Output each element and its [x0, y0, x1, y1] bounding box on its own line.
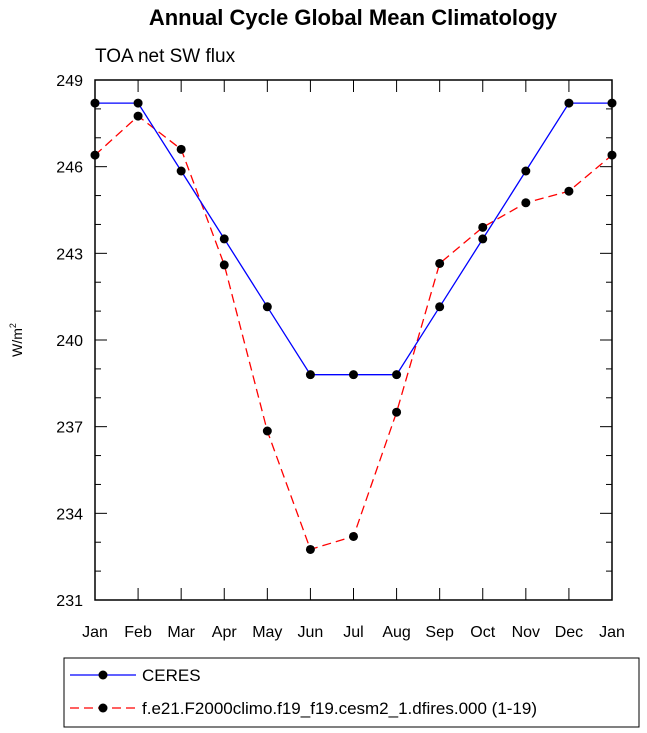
data-point-model — [435, 258, 445, 268]
y-axis-label: W/m2 — [8, 323, 25, 357]
data-point-ceres — [478, 234, 488, 244]
x-tick-label: Jan — [599, 624, 625, 641]
x-tick-label: Jan — [82, 624, 108, 641]
data-point-model — [176, 144, 186, 154]
data-point-model — [349, 531, 358, 541]
x-tick-label: Aug — [382, 624, 410, 641]
y-tick-label: 246 — [56, 160, 83, 177]
chart-title: Annual Cycle Global Mean Climatology — [149, 5, 558, 30]
y-tick-label: 249 — [56, 73, 83, 90]
data-point-model — [392, 407, 402, 417]
x-tick-label: Oct — [470, 624, 495, 641]
y-tick-label: 237 — [56, 420, 83, 437]
legend-label-ceres: CERES — [142, 666, 201, 685]
data-point-model — [305, 544, 315, 554]
x-tick-label: Nov — [512, 624, 540, 641]
data-point-ceres — [262, 302, 272, 312]
data-point-model — [478, 222, 488, 232]
data-point-ceres — [305, 370, 315, 380]
y-tick-label: 240 — [56, 333, 83, 350]
series-line-ceres — [95, 102, 612, 376]
data-point-model — [262, 426, 272, 436]
data-point-ceres — [435, 302, 445, 312]
data-point-ceres — [349, 370, 358, 380]
legend: CERES f.e21.F2000climo.f19_f19.cesm2_1.df… — [63, 657, 640, 728]
legend-marker-ceres — [98, 670, 108, 680]
legend-label-model: f.e21.F2000climo.f19_f19.cesm2_1.dfires.… — [142, 699, 537, 718]
x-tick-label: Dec — [555, 624, 583, 641]
data-point-ceres — [176, 166, 186, 176]
x-tick-label: Jul — [343, 624, 363, 641]
x-tick-label: Apr — [212, 624, 238, 641]
y-tick-label: 231 — [56, 593, 83, 610]
data-point-ceres — [392, 370, 402, 380]
data-point-ceres — [133, 98, 143, 108]
legend-frame — [63, 657, 640, 728]
y-tick-label: 243 — [56, 246, 83, 263]
y-tick-label: 234 — [56, 506, 83, 523]
data-point-ceres — [521, 166, 531, 176]
legend-marker-model — [98, 703, 108, 713]
data-point-ceres — [564, 98, 574, 108]
data-point-ceres — [219, 234, 229, 244]
x-tick-label: Jun — [298, 624, 324, 641]
series-line-model — [94, 115, 613, 551]
x-tick-label: Sep — [425, 624, 454, 641]
data-point-model — [521, 198, 531, 208]
x-tick-label: May — [252, 624, 282, 641]
data-point-model — [133, 111, 143, 121]
chart-subtitle: TOA net SW flux — [95, 46, 236, 67]
x-tick-label: Mar — [167, 624, 195, 641]
data-point-model — [564, 186, 574, 196]
data-point-model — [219, 260, 229, 270]
x-tick-label: Feb — [124, 624, 152, 641]
